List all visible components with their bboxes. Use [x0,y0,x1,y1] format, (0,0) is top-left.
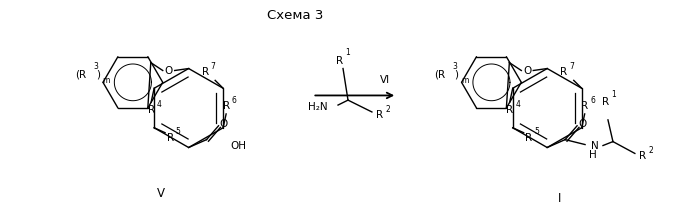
Text: 6: 6 [231,96,236,105]
Text: R: R [148,105,155,115]
Text: O: O [220,119,228,129]
Text: 1: 1 [346,48,351,57]
Text: ): ) [454,69,459,79]
Text: R: R [581,101,588,111]
Text: 3: 3 [452,62,457,71]
Text: R: R [337,56,344,66]
Text: R: R [222,101,230,111]
Text: Схема 3: Схема 3 [267,9,323,22]
Text: 2: 2 [648,146,653,155]
Text: ): ) [96,69,100,79]
Text: VI: VI [380,75,390,85]
Text: R: R [506,105,513,115]
Text: R: R [201,67,209,78]
Text: O: O [578,119,586,129]
Text: R: R [167,133,174,143]
Text: O: O [164,65,173,76]
Text: 1: 1 [611,90,616,99]
Text: 2: 2 [385,104,390,113]
Text: 6: 6 [590,96,595,105]
Text: R: R [602,97,610,107]
Text: H₂N: H₂N [309,102,328,112]
Text: OH: OH [231,141,247,150]
Text: (R: (R [75,69,86,79]
Text: (R: (R [434,69,445,79]
Text: H: H [589,150,597,160]
Text: m: m [102,76,109,85]
Text: R: R [639,151,646,161]
Text: 4: 4 [515,100,520,109]
Text: O: O [523,65,531,76]
Text: 5: 5 [534,127,539,136]
Text: R: R [560,67,567,78]
Text: 5: 5 [176,127,181,136]
Text: R: R [525,133,533,143]
Text: N: N [591,141,599,150]
Text: I: I [558,192,561,205]
Text: 3: 3 [93,62,98,71]
Text: 4: 4 [157,100,162,109]
Text: 7: 7 [569,62,574,71]
Text: R: R [376,110,383,120]
Text: V: V [157,187,164,200]
Text: 7: 7 [210,62,215,71]
Text: m: m [461,76,468,85]
